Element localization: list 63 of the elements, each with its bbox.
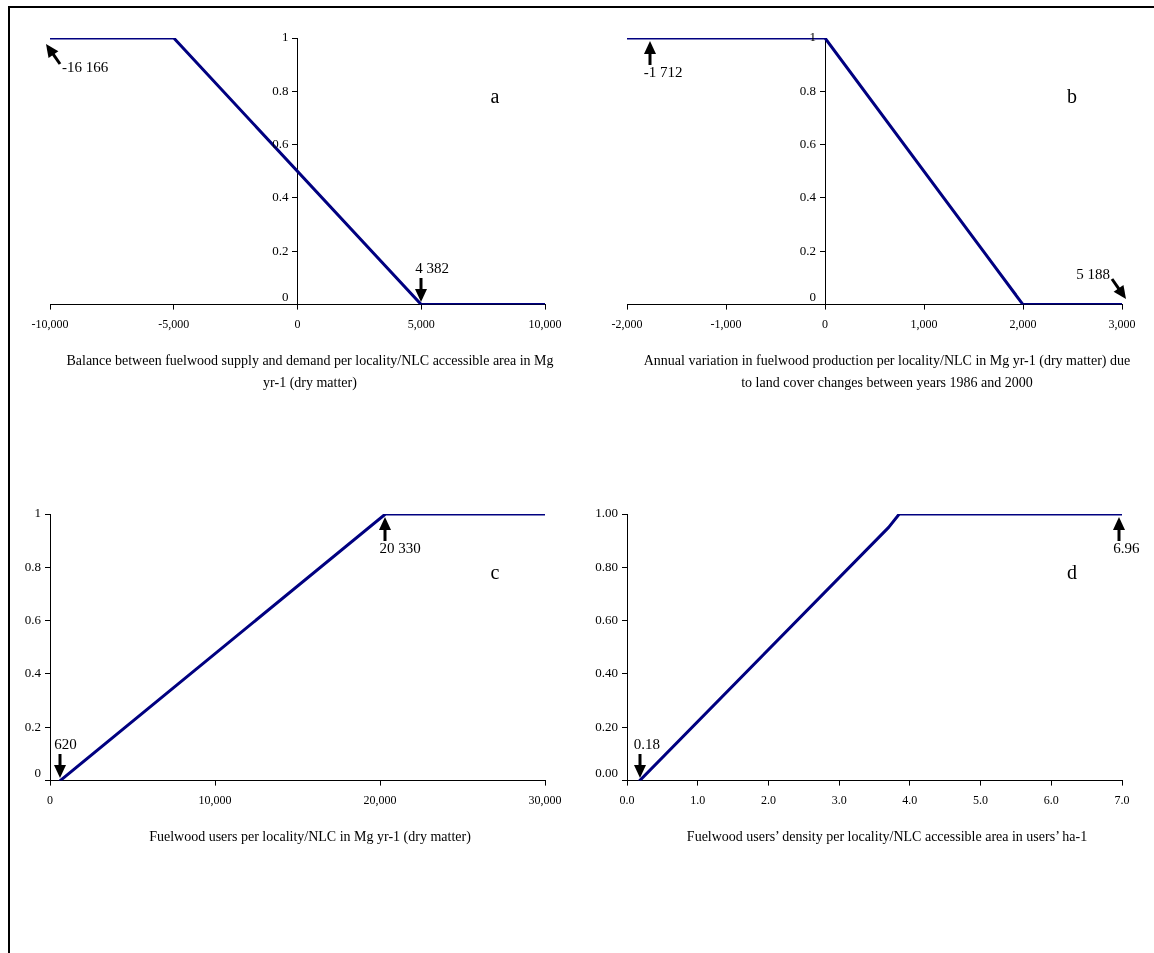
annotation: -1 712 [643,64,683,81]
annotation: 4 382 [415,260,449,277]
x-tick-label: 5,000 [407,316,435,331]
y-tick-label: 0 [282,289,289,305]
y-tick-label: 0 [34,765,41,781]
y-tick-label: 0.40 [595,665,618,681]
y-tick-label: 1 [282,29,289,45]
x-tick-label: 1,000 [910,316,938,331]
x-tick-label: 0.0 [619,792,635,807]
x-tick-label: 0 [47,792,53,807]
x-tick-label: -1,000 [710,316,742,331]
x-tick-label: -5,000 [158,316,190,331]
x-tick-label: -10,000 [31,316,69,331]
x-tick-label: 6.0 [1043,792,1059,807]
x-tick-label: 20,000 [363,792,397,807]
x-axis-title: Annual variation in fuelwood production per locality/NLC in Mg yr-1 (dry matter) due to land cover changes between years 1986 and 2000 [642,352,1132,392]
x-tick-label: 2,000 [1009,316,1037,331]
x-tick-label: 1.0 [690,792,706,807]
x-tick-label: 3.0 [831,792,847,807]
annotation: c [490,561,500,584]
annotation: d [1067,561,1077,584]
x-axis-title: Fuelwood users per locality/NLC in Mg yr-1 (dry matter) [148,828,472,846]
x-tick-label: 2.0 [760,792,776,807]
x-tick-label: 0 [822,316,828,331]
x-tick-label: 5.0 [973,792,989,807]
y-tick-label: 0.4 [24,665,42,681]
y-tick-label: 1.00 [595,505,618,521]
y-tick-label: 0.2 [272,242,289,258]
annotation: -16 166 [62,58,109,75]
y-tick-label: 0.6 [799,136,817,152]
annotation: 20 330 [379,540,421,557]
y-tick-label: 1 [809,29,816,45]
y-tick-label: 0 [809,289,816,305]
x-tick-label: 0 [294,316,301,331]
x-tick-label: 4.0 [902,792,918,807]
x-tick-label: 10,000 [198,792,232,807]
y-tick-label: 0.8 [799,82,816,98]
annotation: 620 [54,736,77,753]
y-tick-label: 0.2 [24,718,41,734]
y-tick-label: 0.8 [24,558,41,574]
x-tick-label: 7.0 [1114,792,1130,807]
x-axis-title: Balance between fuelwood supply and demand per locality/NLC accessible area in Mg yr-1 (dry matter) [65,352,555,392]
y-tick-label: 0.20 [595,718,618,734]
y-tick-label: 0.2 [799,242,816,258]
y-tick-label: 0.00 [595,765,618,781]
y-tick-label: 0.4 [799,189,817,205]
annotation: 0.18 [633,736,660,753]
x-tick-label: 3,000 [1108,316,1136,331]
x-tick-label: 10,000 [528,316,562,331]
x-tick-label: 30,000 [528,792,562,807]
y-tick-label: 0.80 [595,558,618,574]
annotation: 6.96 [1113,540,1140,557]
y-tick-label: 1 [34,505,41,521]
y-tick-label: 0.6 [272,136,289,152]
y-tick-label: 0.4 [272,189,289,205]
y-tick-label: 0.6 [24,612,42,628]
annotation: a [490,85,500,108]
annotation: b [1067,85,1077,108]
x-tick-label: -2,000 [611,316,643,331]
annotation: 5 188 [1076,265,1110,282]
y-tick-label: 0.8 [272,82,289,98]
x-axis-title: Fuelwood users’ density per locality/NLC accessible area in users’ ha-1 [685,828,1089,846]
y-tick-label: 0.60 [595,612,618,628]
